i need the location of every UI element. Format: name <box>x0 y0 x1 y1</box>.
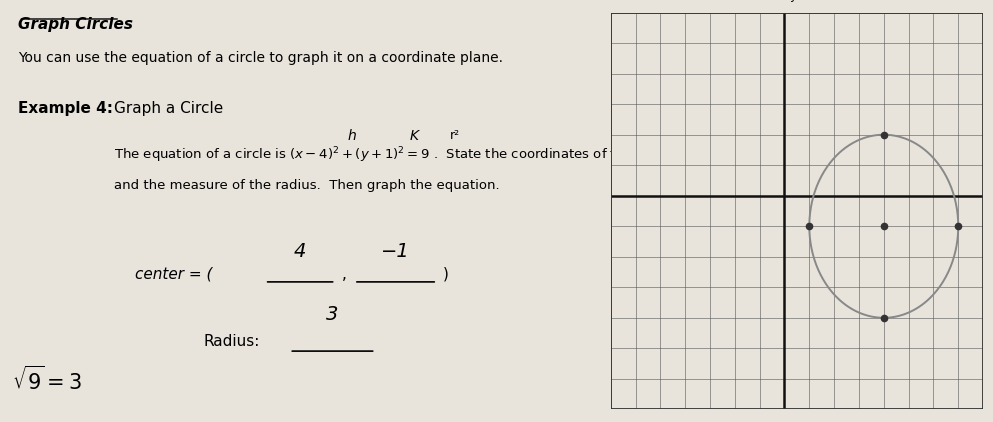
Text: You can use the equation of a circle to graph it on a coordinate plane.: You can use the equation of a circle to … <box>19 51 503 65</box>
Text: h: h <box>348 129 356 143</box>
Text: K: K <box>409 129 418 143</box>
Text: Graph a Circle: Graph a Circle <box>114 101 223 116</box>
Text: 3: 3 <box>327 305 339 324</box>
Text: r²: r² <box>450 129 460 142</box>
Text: −1: −1 <box>381 241 410 261</box>
Text: $\sqrt{9} = 3$: $\sqrt{9} = 3$ <box>12 365 82 394</box>
Text: ,: , <box>342 267 347 282</box>
Text: 4: 4 <box>294 241 306 261</box>
Text: Radius:: Radius: <box>204 334 259 349</box>
Text: Example 4:: Example 4: <box>19 101 113 116</box>
Text: ): ) <box>443 267 449 282</box>
Text: Graph Circles: Graph Circles <box>19 17 133 32</box>
Text: and the measure of the radius.  Then graph the equation.: and the measure of the radius. Then grap… <box>114 179 499 192</box>
Text: The equation of a circle is $(x - 4)^2 + (y + 1)^2 = 9$ .  State the coordinates: The equation of a circle is $(x - 4)^2 +… <box>114 146 680 165</box>
Text: center = (: center = ( <box>135 267 213 282</box>
Text: y: y <box>789 0 796 3</box>
